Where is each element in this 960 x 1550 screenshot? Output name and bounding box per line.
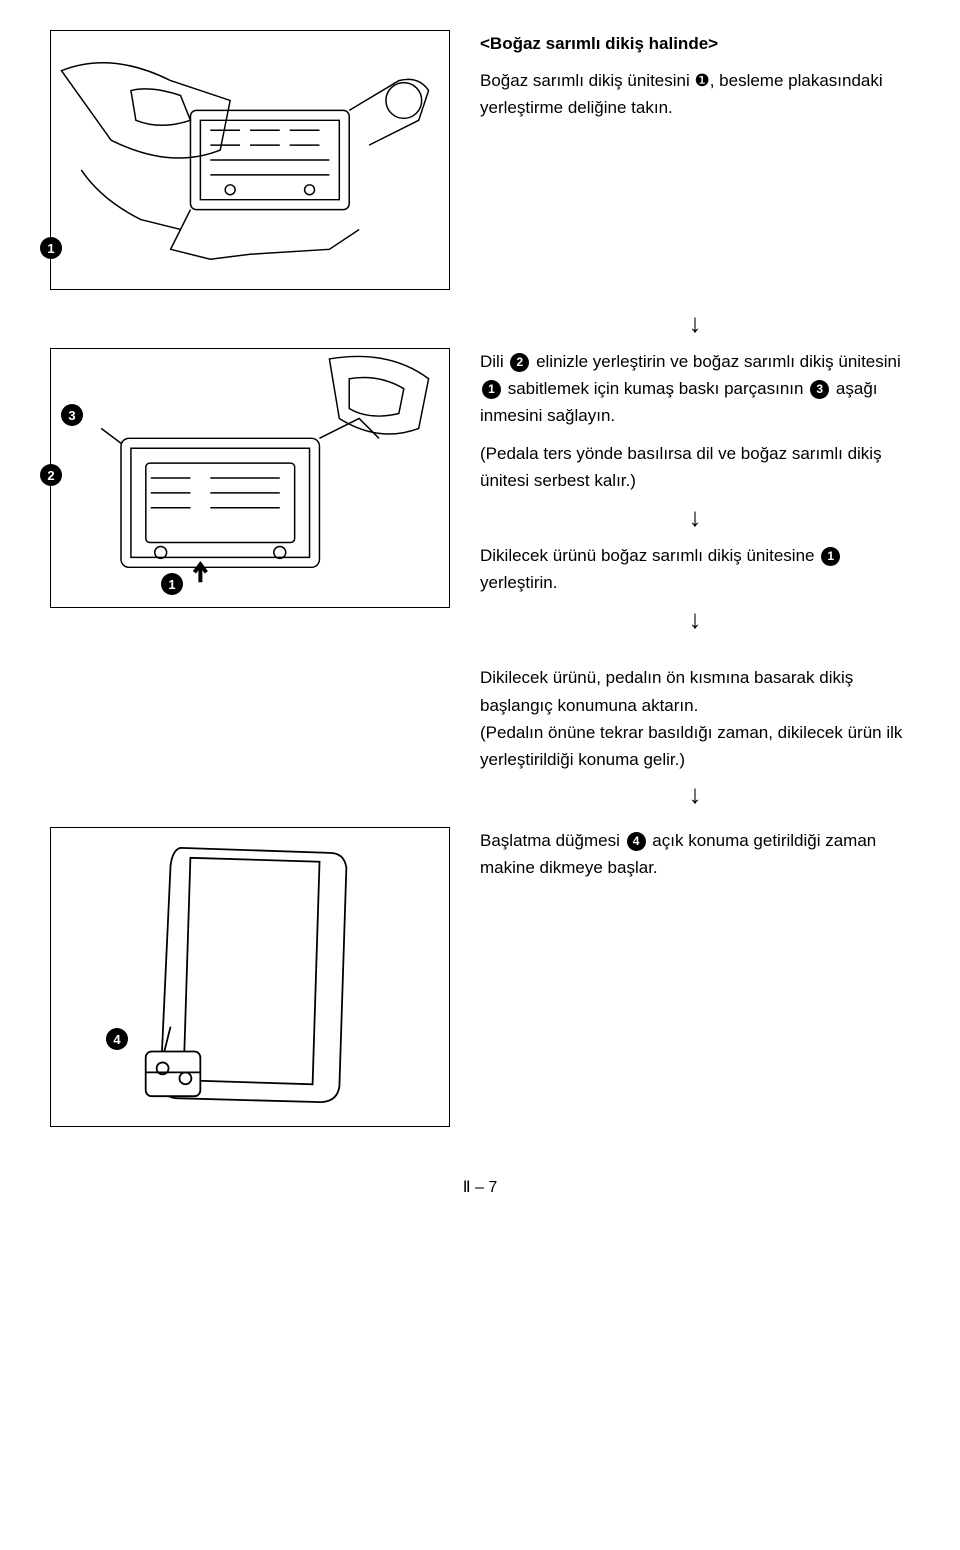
illustration-3: 4 — [50, 827, 450, 1127]
t: Başlatma düğmesi — [480, 831, 625, 850]
step-5-p1: Başlatma düğmesi 4 açık konuma getirildi… — [480, 827, 910, 881]
arrow-2: ↓ — [480, 504, 910, 530]
callout-number-1: 1 — [40, 237, 62, 259]
step-4-p2: (Pedalın önüne tekrar basıldığı zaman, d… — [480, 719, 910, 773]
callout-number-4: 4 — [106, 1028, 128, 1050]
step-2-row: 3 2 1 Dili 2 elinizle yerleştirin ve boğ… — [50, 348, 910, 644]
step-5-row: 4 Başlatma düğmesi 4 açık konuma getiril… — [50, 827, 910, 1127]
step-1-heading: <Boğaz sarımlı dikiş halinde> — [480, 34, 718, 53]
step-2-text: Dili 2 elinizle yerleştirin ve boğaz sar… — [480, 348, 910, 644]
step-5-text: Başlatma düğmesi 4 açık konuma getirildi… — [480, 827, 910, 891]
callout-number-1b: 1 — [161, 573, 183, 595]
step-1-body: Boğaz sarımlı dikiş ünitesini ❶, besleme… — [480, 67, 910, 121]
inline-num-4: 4 — [627, 832, 646, 851]
illustration-2: 3 2 1 — [50, 348, 450, 608]
t: sabitlemek için kumaş baskı parçasının — [503, 379, 808, 398]
step-2-p1: Dili 2 elinizle yerleştirin ve boğaz sar… — [480, 348, 910, 430]
arrow-4: ↓ — [480, 781, 910, 807]
illustration-1: 1 — [50, 30, 450, 290]
inline-num-3: 3 — [810, 380, 829, 399]
t: elinizle yerleştirin ve boğaz sarımlı di… — [531, 352, 900, 371]
step-3-p1: Dikilecek ürünü boğaz sarımlı dikiş ünit… — [480, 542, 910, 596]
t: yerleştirin. — [480, 573, 557, 592]
inline-num-1: 1 — [482, 380, 501, 399]
t: Dili — [480, 352, 508, 371]
callout-number-2: 2 — [40, 464, 62, 486]
pedal-drawing — [51, 828, 449, 1126]
step-4-text: Dikilecek ürünü, pedalın ön kısmına basa… — [480, 664, 910, 807]
mechanical-drawing-1 — [51, 31, 449, 289]
step-2-p2: (Pedala ters yönde basılırsa dil ve boğa… — [480, 440, 910, 494]
arrow-3: ↓ — [480, 606, 910, 632]
inline-num-1c: 1 — [821, 547, 840, 566]
page-number: Ⅱ – 7 — [50, 1177, 910, 1197]
mechanical-drawing-2 — [51, 349, 449, 607]
inline-num-2: 2 — [510, 353, 529, 372]
t: Dikilecek ürünü boğaz sarımlı dikiş ünit… — [480, 546, 819, 565]
step-4-p1: Dikilecek ürünü, pedalın ön kısmına basa… — [480, 664, 910, 718]
step-1-row: 1 <Boğaz sarımlı dikiş halinde> Boğaz sa… — [50, 30, 910, 290]
callout-number-3: 3 — [61, 404, 83, 426]
arrow-1: ↓ — [480, 310, 910, 336]
step-1-text: <Boğaz sarımlı dikiş halinde> Boğaz sarı… — [480, 30, 910, 132]
